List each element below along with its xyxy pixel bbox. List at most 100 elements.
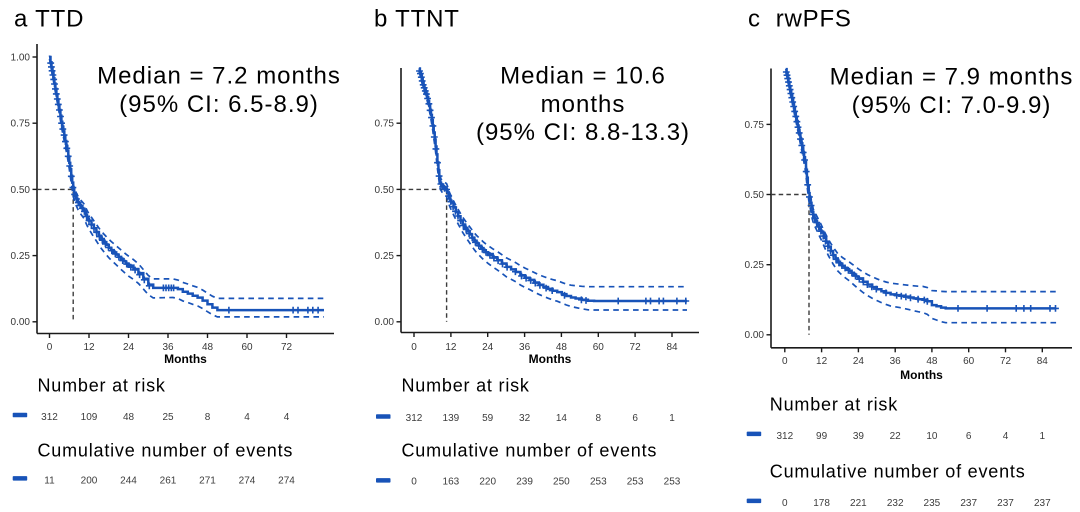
svg-text:221: 221	[850, 498, 867, 509]
svg-text:Number at risk: Number at risk	[38, 375, 166, 395]
svg-text:a TTD: a TTD	[14, 5, 84, 32]
svg-text:1: 1	[1040, 431, 1046, 442]
svg-text:11: 11	[44, 475, 55, 486]
svg-text:274: 274	[239, 475, 256, 486]
svg-text:0: 0	[782, 498, 788, 509]
svg-text:Number at risk: Number at risk	[770, 394, 898, 414]
svg-text:84: 84	[1037, 356, 1049, 367]
svg-text:36: 36	[519, 342, 531, 353]
svg-text:1.00: 1.00	[11, 52, 31, 63]
svg-text:0.00: 0.00	[375, 317, 395, 328]
svg-text:25: 25	[162, 412, 174, 423]
svg-text:200: 200	[81, 475, 98, 486]
svg-text:4: 4	[1003, 431, 1009, 442]
svg-text:0: 0	[782, 356, 788, 367]
svg-text:24: 24	[482, 342, 494, 353]
svg-text:253: 253	[664, 476, 681, 487]
svg-text:36: 36	[890, 356, 902, 367]
svg-text:239: 239	[516, 476, 533, 487]
svg-text:72: 72	[1000, 356, 1012, 367]
svg-text:0.75: 0.75	[375, 119, 395, 130]
svg-text:84: 84	[666, 342, 678, 353]
svg-text:109: 109	[81, 412, 98, 423]
svg-text:312: 312	[41, 412, 58, 423]
svg-text:48: 48	[123, 412, 135, 423]
svg-text:4: 4	[244, 412, 250, 423]
svg-text:237: 237	[1034, 498, 1051, 509]
svg-text:22: 22	[890, 431, 902, 442]
svg-text:237: 237	[960, 498, 977, 509]
svg-text:253: 253	[627, 476, 644, 487]
svg-text:232: 232	[887, 498, 904, 509]
svg-text:59: 59	[482, 413, 494, 424]
svg-text:Cumulative number of events: Cumulative number of events	[770, 462, 1026, 482]
svg-text:0.25: 0.25	[745, 260, 765, 271]
svg-text:14: 14	[556, 413, 568, 424]
svg-text:0: 0	[411, 342, 417, 353]
svg-text:12: 12	[816, 356, 828, 367]
svg-text:0: 0	[411, 476, 417, 487]
svg-text:0.75: 0.75	[11, 119, 31, 130]
svg-text:6: 6	[966, 431, 972, 442]
svg-text:Months: Months	[900, 368, 943, 382]
svg-text:0.00: 0.00	[745, 330, 765, 341]
svg-text:4: 4	[284, 412, 290, 423]
svg-text:0.00: 0.00	[11, 317, 31, 328]
svg-text:312: 312	[406, 413, 423, 424]
svg-text:(95% CI: 7.0-9.9): (95% CI: 7.0-9.9)	[852, 92, 1052, 119]
svg-text:Cumulative number of events: Cumulative number of events	[38, 440, 294, 460]
svg-text:48: 48	[556, 342, 568, 353]
svg-text:0.50: 0.50	[375, 185, 395, 196]
svg-text:99: 99	[816, 431, 828, 442]
svg-text:b TTNT: b TTNT	[374, 5, 460, 32]
svg-text:(95% CI: 6.5-8.9): (95% CI: 6.5-8.9)	[119, 91, 319, 118]
svg-text:36: 36	[162, 342, 174, 353]
svg-text:0: 0	[47, 342, 53, 353]
svg-text:312: 312	[776, 431, 793, 442]
svg-text:8: 8	[596, 413, 602, 424]
svg-text:0.25: 0.25	[375, 251, 395, 262]
svg-text:12: 12	[445, 342, 457, 353]
svg-text:Median = 7.9 months: Median = 7.9 months	[830, 64, 1074, 91]
svg-text:10: 10	[926, 431, 938, 442]
svg-text:250: 250	[553, 476, 570, 487]
svg-text:139: 139	[443, 413, 460, 424]
svg-text:178: 178	[813, 498, 830, 509]
svg-text:244: 244	[120, 475, 137, 486]
svg-text:12: 12	[83, 342, 95, 353]
svg-text:Median = 7.2 months: Median = 7.2 months	[97, 63, 341, 90]
svg-text:24: 24	[123, 342, 135, 353]
svg-text:Months: Months	[529, 352, 572, 366]
svg-text:Cumulative number of events: Cumulative number of events	[402, 440, 658, 460]
svg-text:60: 60	[241, 342, 253, 353]
svg-text:72: 72	[630, 342, 642, 353]
svg-text:261: 261	[160, 475, 177, 486]
svg-text:237: 237	[997, 498, 1014, 509]
svg-text:months: months	[541, 91, 626, 118]
svg-text:8: 8	[205, 412, 211, 423]
svg-text:32: 32	[519, 413, 531, 424]
svg-text:274: 274	[278, 475, 295, 486]
svg-text:(95% CI: 8.8-13.3): (95% CI: 8.8-13.3)	[476, 119, 690, 146]
svg-text:Number at risk: Number at risk	[402, 375, 530, 395]
svg-text:72: 72	[281, 342, 293, 353]
svg-text:24: 24	[853, 356, 865, 367]
svg-text:1: 1	[669, 413, 675, 424]
svg-text:0.50: 0.50	[11, 185, 31, 196]
svg-text:253: 253	[590, 476, 607, 487]
svg-text:60: 60	[593, 342, 605, 353]
svg-text:Median = 10.6: Median = 10.6	[500, 63, 666, 90]
svg-text:271: 271	[199, 475, 216, 486]
svg-text:48: 48	[926, 356, 938, 367]
svg-text:6: 6	[632, 413, 638, 424]
svg-text:60: 60	[963, 356, 975, 367]
svg-text:0.50: 0.50	[745, 190, 765, 201]
svg-text:c rwPFS: c rwPFS	[748, 5, 852, 32]
svg-text:Months: Months	[164, 352, 207, 366]
svg-text:0.75: 0.75	[745, 120, 765, 131]
svg-text:235: 235	[924, 498, 941, 509]
svg-text:163: 163	[443, 476, 460, 487]
svg-text:48: 48	[202, 342, 214, 353]
svg-text:39: 39	[853, 431, 865, 442]
svg-text:0.25: 0.25	[11, 251, 31, 262]
